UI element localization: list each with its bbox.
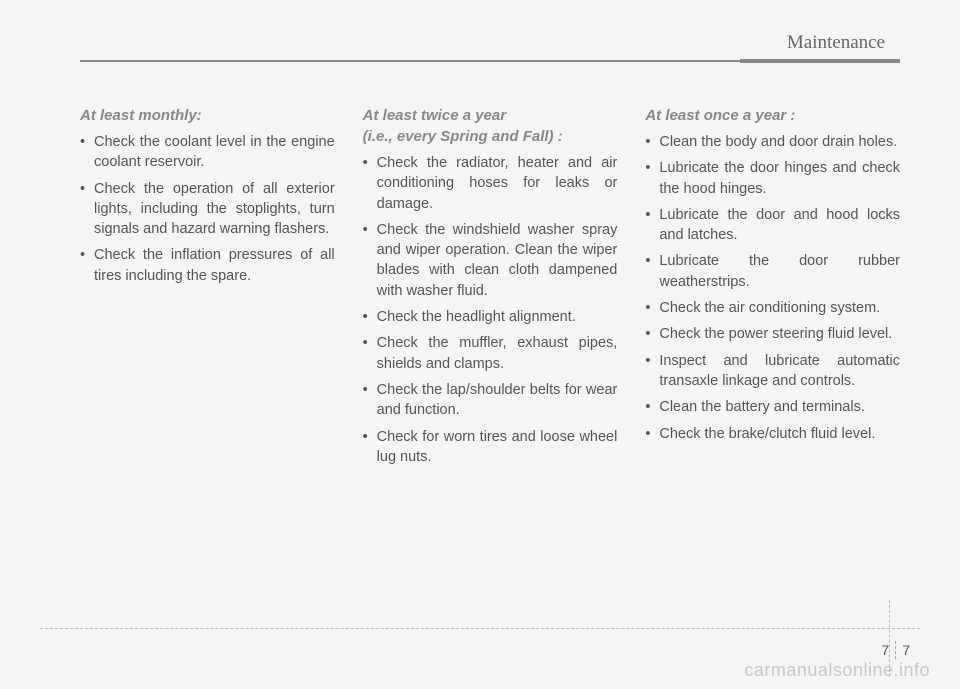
col3-list: Clean the body and door drain holes. Lub… — [645, 132, 900, 444]
list-item: Check the headlight alignment. — [363, 307, 618, 327]
list-item: Inspect and lubricate automatic transaxl… — [645, 351, 900, 392]
col2-heading-line2: (i.e., every Spring and Fall) : — [363, 128, 563, 145]
column-monthly: At least monthly: Check the coolant leve… — [80, 105, 335, 473]
page: Maintenance At least monthly: Check the … — [0, 0, 960, 689]
col1-list: Check the coolant level in the engine co… — [80, 132, 335, 286]
list-item: Check the inflation pressures of all tir… — [80, 245, 335, 286]
list-item: Check the coolant level in the engine co… — [80, 132, 335, 173]
col2-heading: At least twice a year (i.e., every Sprin… — [363, 105, 618, 147]
column-twice-year: At least twice a year (i.e., every Sprin… — [363, 105, 618, 473]
list-item: Lubricate the door and hood locks and la… — [645, 205, 900, 246]
col2-list: Check the radiator, heater and air condi… — [363, 153, 618, 467]
list-item: Lubricate the door hinges and check the … — [645, 158, 900, 199]
page-num-left: 7 — [881, 642, 889, 658]
header-rule — [80, 60, 900, 62]
list-item: Clean the battery and terminals. — [645, 397, 900, 417]
list-item: Check the radiator, heater and air condi… — [363, 153, 618, 214]
section-title: Maintenance — [787, 32, 885, 54]
columns-container: At least monthly: Check the coolant leve… — [80, 105, 900, 473]
list-item: Lubricate the door rubber weatherstrips. — [645, 251, 900, 292]
page-number: 7 7 — [881, 641, 910, 659]
list-item: Check the muffler, exhaust pipes, shield… — [363, 333, 618, 374]
column-once-year: At least once a year : Clean the body an… — [645, 105, 900, 473]
col1-heading: At least monthly: — [80, 105, 335, 126]
list-item: Check the air conditioning system. — [645, 298, 900, 318]
list-item: Check the power steering fluid level. — [645, 324, 900, 344]
list-item: Clean the body and door drain holes. — [645, 132, 900, 152]
col2-heading-line1: At least twice a year — [363, 107, 506, 124]
list-item: Check the operation of all exterior ligh… — [80, 179, 335, 240]
page-num-right: 7 — [902, 642, 910, 658]
col3-heading: At least once a year : — [645, 105, 900, 126]
list-item: Check the lap/shoulder belts for wear an… — [363, 380, 618, 421]
list-item: Check the brake/clutch fluid level. — [645, 424, 900, 444]
list-item: Check for worn tires and loose wheel lug… — [363, 427, 618, 468]
page-num-divider — [895, 641, 896, 659]
bottom-dashed-rule — [40, 628, 920, 629]
list-item: Check the windshield washer spray and wi… — [363, 220, 618, 301]
watermark: carmanualsonline.info — [744, 660, 930, 681]
